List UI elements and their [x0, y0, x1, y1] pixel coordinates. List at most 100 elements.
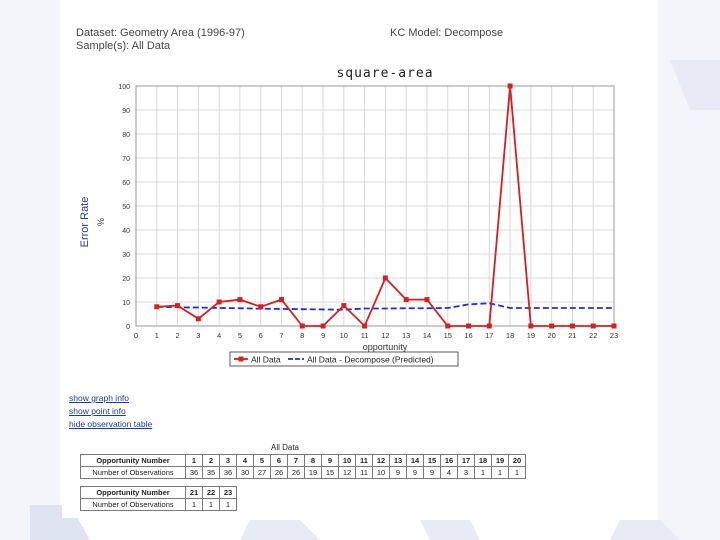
x-tick-label: 7: [279, 331, 283, 340]
x-tick-label: 19: [527, 331, 535, 340]
data-point: [299, 323, 305, 329]
opportunity-number-cell: 19: [491, 454, 509, 467]
observation-table-title: All Data: [270, 443, 299, 452]
data-point: [278, 297, 284, 303]
y-tick-label: 90: [122, 108, 130, 115]
legend-box: [229, 351, 459, 367]
opportunity-number-cell: 17: [457, 454, 475, 467]
y-tick-label: 30: [122, 252, 130, 259]
opportunity-number-cell: 5: [253, 454, 271, 467]
data-point: [549, 323, 555, 329]
x-tick-label: 16: [464, 331, 472, 340]
opportunity-number-cell: 7: [287, 454, 305, 467]
observation-count-cell: 15: [321, 466, 339, 479]
hide-observation-table-link[interactable]: hide observation table: [69, 419, 153, 429]
x-tick-label: 2: [175, 331, 179, 340]
observation-count-cell: 10: [372, 466, 390, 479]
x-tick-label: 23: [610, 331, 618, 340]
opportunity-number-cell: 18: [474, 454, 492, 467]
data-point: [403, 297, 409, 303]
data-point: [486, 323, 492, 329]
opportunity-number-cell: 20: [508, 454, 526, 467]
observation-count-cell: 26: [287, 466, 305, 479]
data-point: [320, 323, 326, 329]
opportunity-number-cell: 2: [202, 454, 220, 467]
x-tick-label: 15: [444, 331, 452, 340]
observation-count-cell: 35: [202, 466, 220, 479]
y-tick-label: 50: [122, 204, 130, 211]
x-tick-label: 1: [155, 331, 159, 340]
observation-count-cell: 19: [304, 466, 322, 479]
row-label: Number of Observations: [80, 466, 186, 479]
opportunity-row: Opportunity Number 21 22 23: [80, 486, 237, 499]
observation-count-cell: 1: [491, 466, 509, 479]
observation-count-cell: 9: [423, 466, 441, 479]
legend-marker-all-data: [238, 356, 244, 362]
opportunity-number-cell: 1: [185, 454, 203, 467]
observation-count-cell: 9: [406, 466, 424, 479]
legend-label-predicted: All Data - Decompose (Predicted): [307, 355, 434, 365]
data-point: [466, 323, 472, 329]
x-tick-label: 14: [423, 331, 431, 340]
opportunity-number-cell: 15: [423, 454, 441, 467]
x-tick-label: 13: [402, 331, 410, 340]
data-point: [154, 304, 160, 310]
x-tick-label: 21: [568, 331, 576, 340]
observation-count-cell: 1: [219, 498, 237, 511]
opportunity-number-cell: 10: [338, 454, 356, 467]
row-label: Opportunity Number: [80, 486, 186, 499]
observation-count-cell: 12: [338, 466, 356, 479]
opportunity-row: Opportunity Number 1 2 3 4 5 6 7 8 9 10 11 12 13 14 15…: [80, 454, 526, 467]
y-tick-label: 60: [122, 180, 130, 187]
row-label: Opportunity Number: [80, 454, 186, 467]
kc-model-label: KC Model: Decompose: [390, 27, 504, 39]
y-tick-label: 40: [122, 228, 130, 235]
opportunity-number-cell: 23: [219, 486, 237, 499]
observation-count-cell: 26: [270, 466, 288, 479]
data-point: [216, 299, 222, 305]
x-tick-label: 18: [506, 331, 514, 340]
data-point: [590, 323, 596, 329]
legend-label-all-data: All Data: [251, 355, 281, 365]
dataset-label: Dataset: Geometry Area (1996-97): [76, 27, 245, 39]
opportunity-number-cell: 22: [202, 486, 220, 499]
y-tick-label: 10: [122, 300, 130, 307]
x-tick-label: 10: [340, 331, 348, 340]
data-point: [424, 297, 430, 303]
x-tick-label: 12: [381, 331, 389, 340]
show-point-info-link[interactable]: show point info: [69, 406, 126, 416]
data-point: [569, 323, 575, 329]
x-tick-label: 0: [134, 331, 138, 340]
y-tick-label: 0: [126, 324, 130, 331]
x-tick-label: 6: [259, 331, 263, 340]
observation-count-cell: 4: [440, 466, 458, 479]
y-axis-unit: %: [96, 218, 106, 226]
show-graph-info-link[interactable]: show graph info: [69, 393, 130, 403]
opportunity-number-cell: 16: [440, 454, 458, 467]
x-tick-label: 20: [547, 331, 555, 340]
x-tick-label: 17: [485, 331, 493, 340]
chart-title: square-area: [336, 66, 433, 81]
data-point: [528, 323, 534, 329]
predicted-series-line: [156, 302, 614, 311]
observation-table-part-2: Opportunity Number 21 22 23 Number of Obse…: [80, 486, 237, 511]
data-point: [445, 323, 451, 329]
observations-row: Number of Observations 36 35 36 30 27 26 26 19 1…: [80, 466, 526, 479]
x-tick-label: 22: [589, 331, 597, 340]
x-tick-label: 4: [217, 331, 221, 340]
data-point: [175, 303, 181, 309]
data-point: [362, 323, 368, 329]
plot-area: [135, 85, 615, 327]
data-point: [507, 83, 513, 89]
x-axis-label: opportunity: [363, 342, 408, 352]
opportunity-number-cell: 3: [219, 454, 237, 467]
opportunity-number-cell: 13: [389, 454, 407, 467]
observation-count-cell: 1: [202, 498, 220, 511]
report-panel: [62, 18, 657, 518]
data-point: [382, 275, 388, 281]
opportunity-number-cell: 6: [270, 454, 288, 467]
opportunity-number-cell: 12: [372, 454, 390, 467]
observation-count-cell: 1: [474, 466, 492, 479]
